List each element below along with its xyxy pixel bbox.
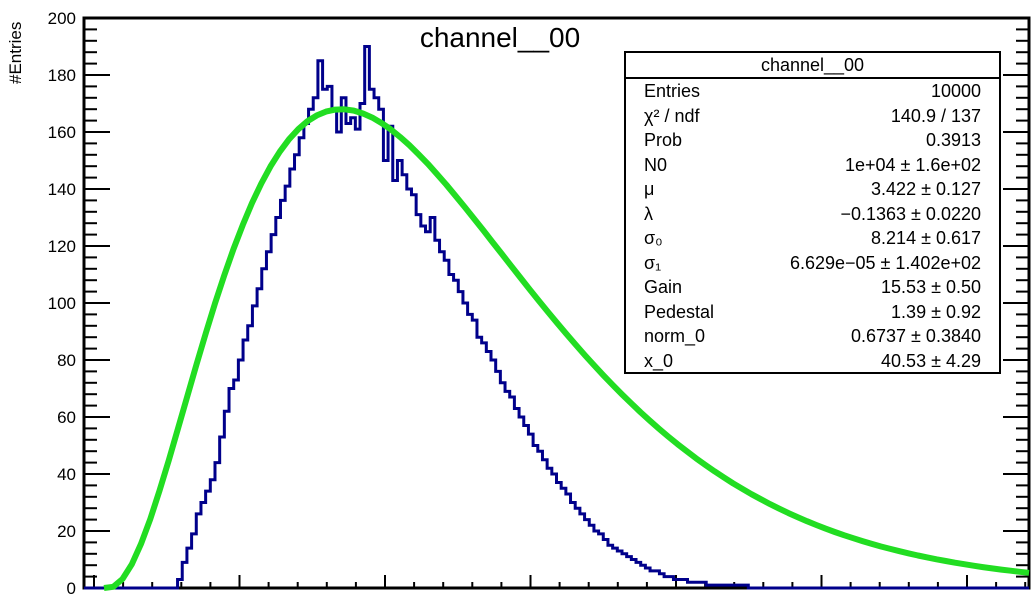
stats-value: 140.9 / 137: [890, 105, 981, 126]
stats-value: 1e+04 ± 1.6e+02: [844, 154, 981, 175]
stats-key: σ₀: [644, 228, 663, 248]
stats-row: Prob 0.3913: [626, 128, 999, 153]
y-tick-label: 180: [48, 66, 76, 85]
stats-row: λ −0.1363 ± 0.0220: [626, 202, 999, 227]
y-tick-label: 20: [57, 522, 76, 541]
chart-title: channel__00: [419, 22, 581, 53]
histogram-series: [84, 45, 1029, 590]
stats-value: 15.53 ± 0.50: [881, 277, 981, 297]
stats-value: 6.629e−05 ± 1.402e+02: [789, 252, 981, 273]
stats-key: x_0: [644, 350, 674, 371]
y-tick-label: 80: [57, 351, 76, 370]
y-tick-label: 40: [57, 465, 76, 484]
stats-value: 3.422 ± 0.127: [871, 179, 981, 199]
stats-key: σ₁: [644, 252, 662, 273]
stats-row: norm_0 0.6737 ± 0.3840: [626, 324, 999, 349]
stats-row: μ 3.422 ± 0.127: [626, 177, 999, 202]
stats-value: 10000: [930, 81, 981, 101]
stats-row: Entries 10000: [626, 79, 999, 104]
stats-row: Pedestal 1.39 ± 0.92: [626, 300, 999, 325]
fit-curve: [103, 106, 1030, 591]
y-tick-label: 160: [48, 123, 76, 142]
stats-rows: Entries 10000 χ² / ndf 140.9 / 137 Prob 0.391…: [626, 79, 999, 373]
stats-key: μ: [644, 179, 655, 199]
stats-row: x_0 40.53 ± 4.29: [626, 349, 999, 374]
y-axis-label: #Entries: [6, 21, 25, 84]
stats-key: N0: [644, 154, 668, 175]
stats-value: 40.53 ± 4.29: [881, 350, 981, 371]
stats-value: 8.214 ± 0.617: [871, 228, 981, 248]
y-tick-label: 200: [48, 9, 76, 28]
y-tick-label: 0: [67, 579, 76, 598]
stats-key: Gain: [644, 277, 683, 297]
y-tick-label: 140: [48, 180, 76, 199]
stats-box: channel__00 Entries 10000 χ² / ndf 140.9 / …: [624, 51, 1001, 374]
y-tick-label: 120: [48, 237, 76, 256]
stats-row: Gain 15.53 ± 0.50: [626, 275, 999, 300]
stats-key: Pedestal: [644, 301, 715, 322]
y-tick-label: 60: [57, 408, 76, 427]
stats-value: 0.6737 ± 0.3840: [851, 326, 981, 346]
y-tick-label: 100: [48, 294, 76, 313]
stats-row: χ² / ndf 140.9 / 137: [626, 104, 999, 129]
stats-box-title: channel__00: [626, 53, 999, 79]
stats-key: χ² / ndf: [644, 105, 700, 126]
stats-row: σ₁ 6.629e−05 ± 1.402e+02: [626, 251, 999, 276]
stats-key: Prob: [644, 130, 683, 150]
stats-key: λ: [644, 203, 653, 224]
stats-value: −0.1363 ± 0.0220: [840, 203, 981, 224]
stats-key: norm_0: [644, 326, 706, 346]
stats-row: σ₀ 8.214 ± 0.617: [626, 226, 999, 251]
stats-row: N0 1e+04 ± 1.6e+02: [626, 153, 999, 178]
stats-value: 0.3913: [925, 130, 981, 150]
stats-value: 1.39 ± 0.92: [891, 301, 981, 322]
stats-key: Entries: [644, 81, 701, 101]
